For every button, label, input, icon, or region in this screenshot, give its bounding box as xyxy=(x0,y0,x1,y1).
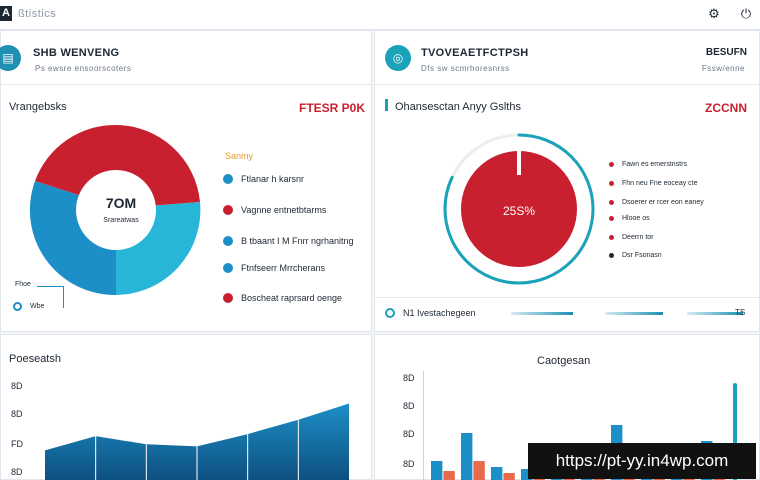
donut-center-value: 7OM xyxy=(105,195,137,211)
right-panel: ◎ TVOVEAETFCTPSH Dfs sw scmrhoresnrss BE… xyxy=(374,30,760,332)
area-series[interactable] xyxy=(45,403,349,480)
donut-slice-blue[interactable] xyxy=(29,181,117,296)
footnote-2: Wbe xyxy=(13,302,44,311)
right-panel-subtitle: Dfs sw scmrhoresnrss xyxy=(421,64,510,73)
app-title: ßtistics xyxy=(18,8,57,20)
left-panel: ▤ SHB WENVENG Ps ewsre ensoorscoters Vra… xyxy=(0,30,372,332)
legend-item-5[interactable]: Boscheat raprsard oenge xyxy=(223,293,342,303)
bottom-right-title: Caotgesan xyxy=(537,355,591,367)
strip-icon xyxy=(385,308,395,318)
panel-icon: ◎ xyxy=(385,45,411,71)
bar-s2-3[interactable] xyxy=(503,473,515,480)
legend-item-3[interactable]: B tbaant I M Fnrr ngrhanitng xyxy=(223,236,354,246)
footnote-1: Fhoe xyxy=(15,281,31,288)
right-legend-item-3[interactable]: Dsoerer er rcer eon eaney xyxy=(609,199,704,206)
strip-bar-1 xyxy=(511,312,573,315)
section-title: Vrangebsks xyxy=(9,101,67,113)
donut-slice-red[interactable] xyxy=(116,125,200,206)
legend-item-2[interactable]: Vagnne entnetbtarms xyxy=(223,205,326,215)
y-axis-line xyxy=(423,371,424,480)
y-tick-3: FD xyxy=(11,439,23,449)
bar-s1-4[interactable] xyxy=(521,469,533,480)
donut-center-label: Srareatwas xyxy=(103,217,139,224)
app-logo: A xyxy=(0,6,12,21)
right-legend-item-2[interactable]: Fhn neu Fne eoceay cte xyxy=(609,180,698,187)
right-panel-status-sub: Fssw/enne xyxy=(701,64,745,73)
donut-chart xyxy=(29,124,201,296)
bar-s2-2[interactable] xyxy=(473,461,485,480)
right-panel-title: TVOVEAETFCTPSH xyxy=(421,47,529,59)
top-bar: A ßtistics ⚙ ⏻ xyxy=(0,0,760,30)
y-tick-1: 8D xyxy=(11,381,23,391)
bar-s1-2[interactable] xyxy=(461,433,473,480)
settings-icon[interactable]: ⚙ xyxy=(708,6,720,21)
y-tick-1: 8D xyxy=(403,373,415,383)
legend-item-4[interactable]: Ftnfseerr Mrrcherans xyxy=(223,263,325,273)
section-value: ZCCNN xyxy=(705,101,747,115)
bottom-left-panel: Poeseatsh 8D 8D FD 8D xyxy=(0,334,372,480)
y-tick-4: 8D xyxy=(403,459,415,469)
area-chart xyxy=(45,403,349,480)
right-panel-header: ◎ TVOVEAETFCTPSH Dfs sw scmrhoresnrss BE… xyxy=(375,31,759,85)
right-legend-item-4[interactable]: Hlooe os xyxy=(609,215,650,222)
logout-icon[interactable]: ⏻ xyxy=(740,6,752,21)
gauge-ring xyxy=(443,133,595,285)
strip-row: N1 Ivestachegeen TS xyxy=(375,297,759,331)
bar-s2-1[interactable] xyxy=(443,471,455,480)
watermark-url: https://pt-yy.in4wp.com xyxy=(528,443,756,479)
scroll-track[interactable] xyxy=(733,383,737,480)
left-panel-title: SHB WENVENG xyxy=(33,47,120,59)
left-panel-header: ▤ SHB WENVENG Ps ewsre ensoorscoters xyxy=(0,31,371,85)
gauge-chart xyxy=(443,133,595,285)
left-panel-subtitle: Ps ewsre ensoorscoters xyxy=(35,64,132,73)
gauge-core[interactable] xyxy=(461,151,577,267)
strip-bar-3 xyxy=(687,312,743,315)
panel-icon: ▤ xyxy=(0,45,21,71)
y-tick-2: 8D xyxy=(403,401,415,411)
right-legend-item-5[interactable]: Deerrn tor xyxy=(609,234,654,241)
y-tick-3: 8D xyxy=(403,429,415,439)
strip-suffix: TS xyxy=(735,308,746,317)
bar-s1-3[interactable] xyxy=(491,467,503,480)
section-accent xyxy=(385,99,388,111)
y-tick-2: 8D xyxy=(11,409,23,419)
legend-heading: Sanmy xyxy=(225,151,254,161)
right-panel-status: BESUFN xyxy=(705,47,747,58)
right-legend-item-1[interactable]: Fawn es emerstnstrs xyxy=(609,161,687,168)
y-tick-4: 8D xyxy=(11,467,23,477)
legend-item-1[interactable]: Ftlanar h karsnr xyxy=(223,174,304,184)
section-title: Ohansesctan Anyy Gslths xyxy=(395,101,521,113)
gauge-value: 25S% xyxy=(502,204,536,218)
strip-bar-2 xyxy=(605,312,663,315)
right-legend-item-6[interactable]: Dsr Fsonasn xyxy=(609,252,662,259)
leader-line-2 xyxy=(63,286,64,308)
leader-line xyxy=(37,286,63,287)
bar-s1-1[interactable] xyxy=(431,461,443,480)
strip-label: N1 Ivestachegeen xyxy=(403,308,476,318)
bottom-left-title: Poeseatsh xyxy=(9,353,61,365)
section-value: FTESR P0K xyxy=(299,101,366,115)
donut-slice-cyan[interactable] xyxy=(116,202,201,295)
